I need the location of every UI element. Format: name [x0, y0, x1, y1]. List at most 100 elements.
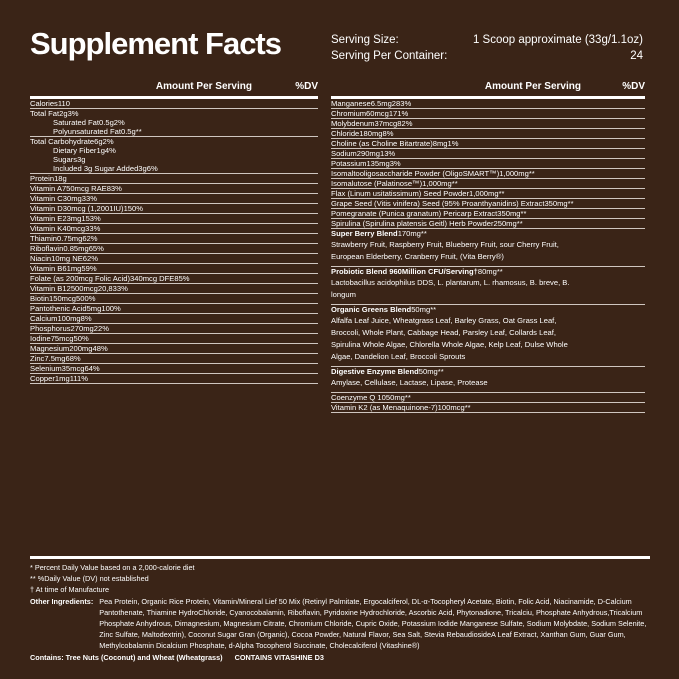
row: Grape Seed (Vitis vinifera) Seed (95% Pr…: [331, 199, 645, 208]
nutrient-name: Potassium: [331, 159, 367, 168]
amount: 180mg: [359, 129, 383, 138]
contains-row: Contains: Tree Nuts (Coconut) and Wheat …: [30, 652, 650, 663]
amount: 6g: [94, 137, 103, 146]
row: Selenium35mcg64%: [30, 364, 318, 373]
daily-value: 111%: [69, 374, 88, 383]
blend-description: Lactobacillus acidophilus DDS, L. planta…: [331, 278, 570, 299]
row: Copper1mg111%: [30, 374, 318, 383]
nutrient-name: Protein: [30, 174, 55, 183]
row-group: Isomaltooligosaccharide Powder (OligoSMA…: [331, 169, 645, 179]
nutrient-name: Isomaltooligosaccharide Powder (OligoSMA…: [331, 169, 500, 178]
amount: 30mcg (1,2001IU): [62, 204, 124, 213]
row-group: Zinc7.5mg68%: [30, 354, 318, 364]
daily-value: **: [567, 199, 574, 208]
row: Magnesium200mg48%: [30, 344, 318, 353]
daily-value: 150%: [123, 204, 143, 213]
row: Pomegranate (Punica granatum) Pericarp E…: [331, 209, 645, 218]
row: Super Berry Blend170mg**: [331, 229, 645, 238]
footnote: ** %Daily Value (DV) not established: [30, 574, 149, 584]
amount: 50mg: [411, 305, 431, 314]
ingredients-text: Pea Protein, Organic Rice Protein, Vitam…: [99, 596, 647, 651]
header-dv: %DV: [622, 81, 645, 92]
row-group: Folate (as 200mcg Folic Acid)340mcg DFE8…: [30, 274, 318, 284]
daily-value: 33%: [81, 194, 97, 203]
row-group: Niacin10mg NE62%: [30, 254, 318, 264]
nutrient-name: Chromium: [331, 109, 367, 118]
nutrient-name: Coenzyme Q 10: [331, 393, 386, 402]
row-group: Vitamin K40mcg33%: [30, 224, 318, 234]
nutrient-name: Magnesium: [30, 344, 70, 353]
amount: 10mg NE: [51, 254, 83, 263]
amount: 500mcg: [70, 284, 98, 293]
amount: 0.5g: [99, 118, 114, 127]
daily-value: 85%: [174, 274, 190, 283]
row: Organic Greens Blend50mg**: [331, 305, 645, 314]
daily-value: 33%: [85, 224, 101, 233]
nutrient-name: Selenium: [30, 364, 62, 373]
other-ingredients: Other Ingredients: Pea Protein, Organic R…: [30, 596, 650, 652]
daily-value: 68%: [65, 354, 81, 363]
row: Vitamin K2 (as Menaquinone-7)100mcg**: [331, 403, 645, 412]
row: Niacin10mg NE62%: [30, 254, 318, 263]
ingredients-label: Other Ingredients:: [30, 596, 94, 606]
nutrient-name: Biotin: [30, 294, 49, 303]
row: Dietary Fiber1g4%: [30, 146, 318, 155]
daily-value: **: [420, 229, 427, 238]
daily-value: **: [528, 169, 535, 178]
row: Vitamin C30mg33%: [30, 194, 318, 203]
row-group: Total Carbohydrate6g2% Dietary Fiber1g4% S…: [30, 137, 318, 174]
amount: 270mg: [70, 324, 94, 333]
daily-value: 6%: [146, 164, 158, 173]
row: Calcium100mg8%: [30, 314, 318, 323]
row-group: Probiotic Blend 960Million CFU/Serving†8…: [331, 267, 645, 305]
row-group: Vitamin K2 (as Menaquinone-7)100mcg**: [331, 403, 645, 413]
nutrient-name: Vitamin B12: [30, 284, 71, 293]
row: Choline (as Choline Bitartrate)8mg1%: [331, 139, 645, 148]
nutrient-name: Included 3g Sugar Added: [53, 164, 139, 173]
amount: 135mg: [366, 159, 390, 168]
amount: 3g: [77, 155, 86, 164]
row: Total Fat2g3%: [30, 109, 318, 118]
header-amount: Amount Per Serving: [155, 81, 252, 92]
nutrient-name: Iodine: [30, 334, 51, 343]
row-group: Vitamin B61mg59%: [30, 264, 318, 274]
row: Pantothenic Acid5mg100%: [30, 304, 318, 313]
amount: 18g: [54, 174, 67, 183]
nutrient-name: Sugars: [53, 155, 78, 164]
footer: * Percent Daily Value based on a 2,000-c…: [30, 556, 650, 663]
row-group: Magnesium200mg48%: [30, 344, 318, 354]
daily-value: 22%: [93, 324, 109, 333]
amount: 50mg: [418, 367, 438, 376]
amount: 8mg: [432, 139, 448, 148]
daily-value: 64%: [84, 364, 100, 373]
row-group: Flax (Linum usitatissimum) Seed Powder1,…: [331, 189, 645, 199]
daily-value: 62%: [82, 234, 98, 243]
nutrient-name: Riboflavin: [30, 244, 64, 253]
row: Polyunsaturated Fat0.5g**: [30, 127, 318, 136]
row-group: Chloride180mg8%: [331, 129, 645, 139]
nutrient-name: Vitamin E: [30, 214, 63, 223]
row-group: Manganese6.5mg283%: [331, 99, 645, 109]
daily-value: **: [496, 267, 503, 276]
row: Total Carbohydrate6g2%: [30, 137, 318, 146]
nutrient-name: Saturated Fat: [53, 118, 100, 127]
daily-value: 2%: [102, 137, 114, 146]
daily-value: 59%: [81, 264, 97, 273]
row-group: Selenium35mcg64%: [30, 364, 318, 374]
nutrient-name: Digestive Enzyme Blend: [331, 367, 419, 376]
amount: 50mg: [385, 393, 405, 402]
nutrient-name: Niacin: [30, 254, 52, 263]
nutrient-name: Grape Seed (Vitis vinifera) Seed (95% Pr…: [331, 199, 545, 208]
amount: 30mg: [62, 194, 82, 203]
amount: 2g: [59, 109, 68, 118]
daily-value: 83%: [106, 184, 122, 193]
nutrient-name: Dietary Fiber: [53, 146, 97, 155]
nutrient-name: Zinc: [30, 354, 45, 363]
amount: 3g: [138, 164, 147, 173]
row-group: Molybdenum37mcg82%: [331, 119, 645, 129]
amount: 1mg: [66, 264, 82, 273]
amount: 1mg: [54, 374, 70, 383]
row-group: Potassium135mg3%: [331, 159, 645, 169]
nutrient-name: Vitamin C: [30, 194, 63, 203]
nutrient-name: Chloride: [331, 129, 360, 138]
